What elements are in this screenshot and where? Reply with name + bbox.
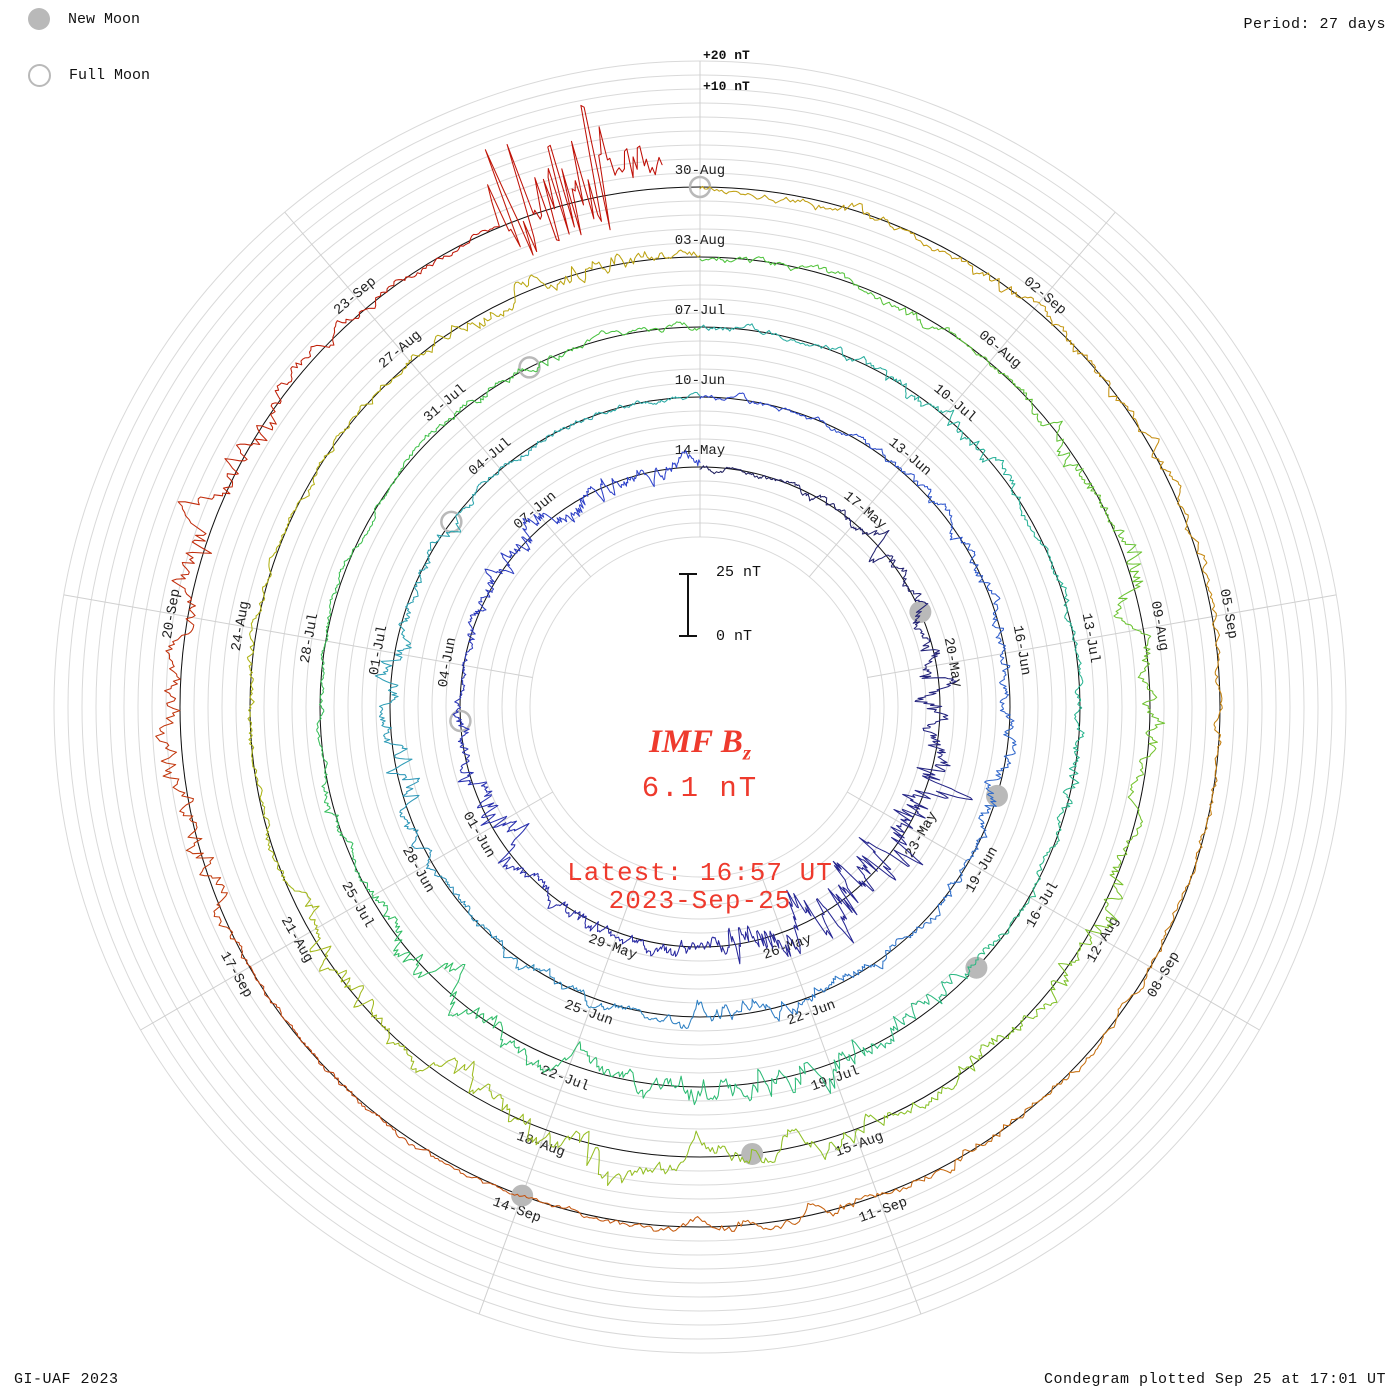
title-main: IMF B bbox=[648, 724, 743, 760]
legend-full-moon: Full Moon bbox=[28, 64, 150, 87]
bz-trace bbox=[155, 104, 1223, 1232]
moon-markers bbox=[440, 175, 1008, 1207]
ring-date-label: 10-Jun bbox=[675, 373, 725, 389]
new-moon-marker bbox=[741, 1142, 764, 1165]
ring-date-label: 07-Jul bbox=[675, 303, 725, 319]
full-moon-label: Full Moon bbox=[69, 67, 151, 84]
ring-date-label: 03-Aug bbox=[675, 233, 725, 249]
full-moon-marker bbox=[449, 709, 472, 733]
scale-bar bbox=[687, 574, 689, 636]
latest-time-label: Latest: 16:57 UT bbox=[567, 858, 833, 888]
peak-plus20-label: +20 nT bbox=[703, 48, 750, 63]
latest-date-label: 2023-Sep-25 bbox=[608, 886, 792, 916]
ring-date-label: 14-May bbox=[675, 443, 725, 459]
imf-bz-title: IMF Bz bbox=[0, 724, 1400, 766]
latest-value: 6.1 nT bbox=[641, 772, 759, 805]
new-moon-marker bbox=[965, 956, 988, 979]
ring-date-label: 15-Aug bbox=[833, 1129, 886, 1161]
legend-new-moon: New Moon bbox=[28, 8, 140, 30]
ring-date-label: 18-Aug bbox=[514, 1129, 567, 1161]
scale-bottom-label: 0 nT bbox=[716, 628, 753, 645]
ring-date-label: 30-Aug bbox=[675, 163, 725, 179]
ring-date-label: 25-Jun bbox=[562, 997, 615, 1029]
new-moon-icon bbox=[28, 8, 50, 30]
credit-label: GI-UAF 2023 bbox=[14, 1371, 119, 1388]
ring-date-label: 11-Sep bbox=[857, 1195, 910, 1227]
new-moon-label: New Moon bbox=[68, 10, 141, 28]
plotted-label: Condegram plotted Sep 25 at 17:01 UT bbox=[1043, 1371, 1386, 1388]
period-label: Period: 27 days bbox=[1243, 16, 1386, 33]
scale-bar-bottom-cap bbox=[679, 635, 697, 637]
peak-plus10-label: +10 nT bbox=[703, 79, 750, 94]
full-moon-icon bbox=[28, 64, 51, 87]
ring-date-label: 22-Jul bbox=[538, 1063, 591, 1095]
title-sub: z bbox=[742, 740, 752, 765]
scale-top-label: 25 nT bbox=[716, 564, 762, 581]
radial-spokes bbox=[63, 61, 1337, 1315]
